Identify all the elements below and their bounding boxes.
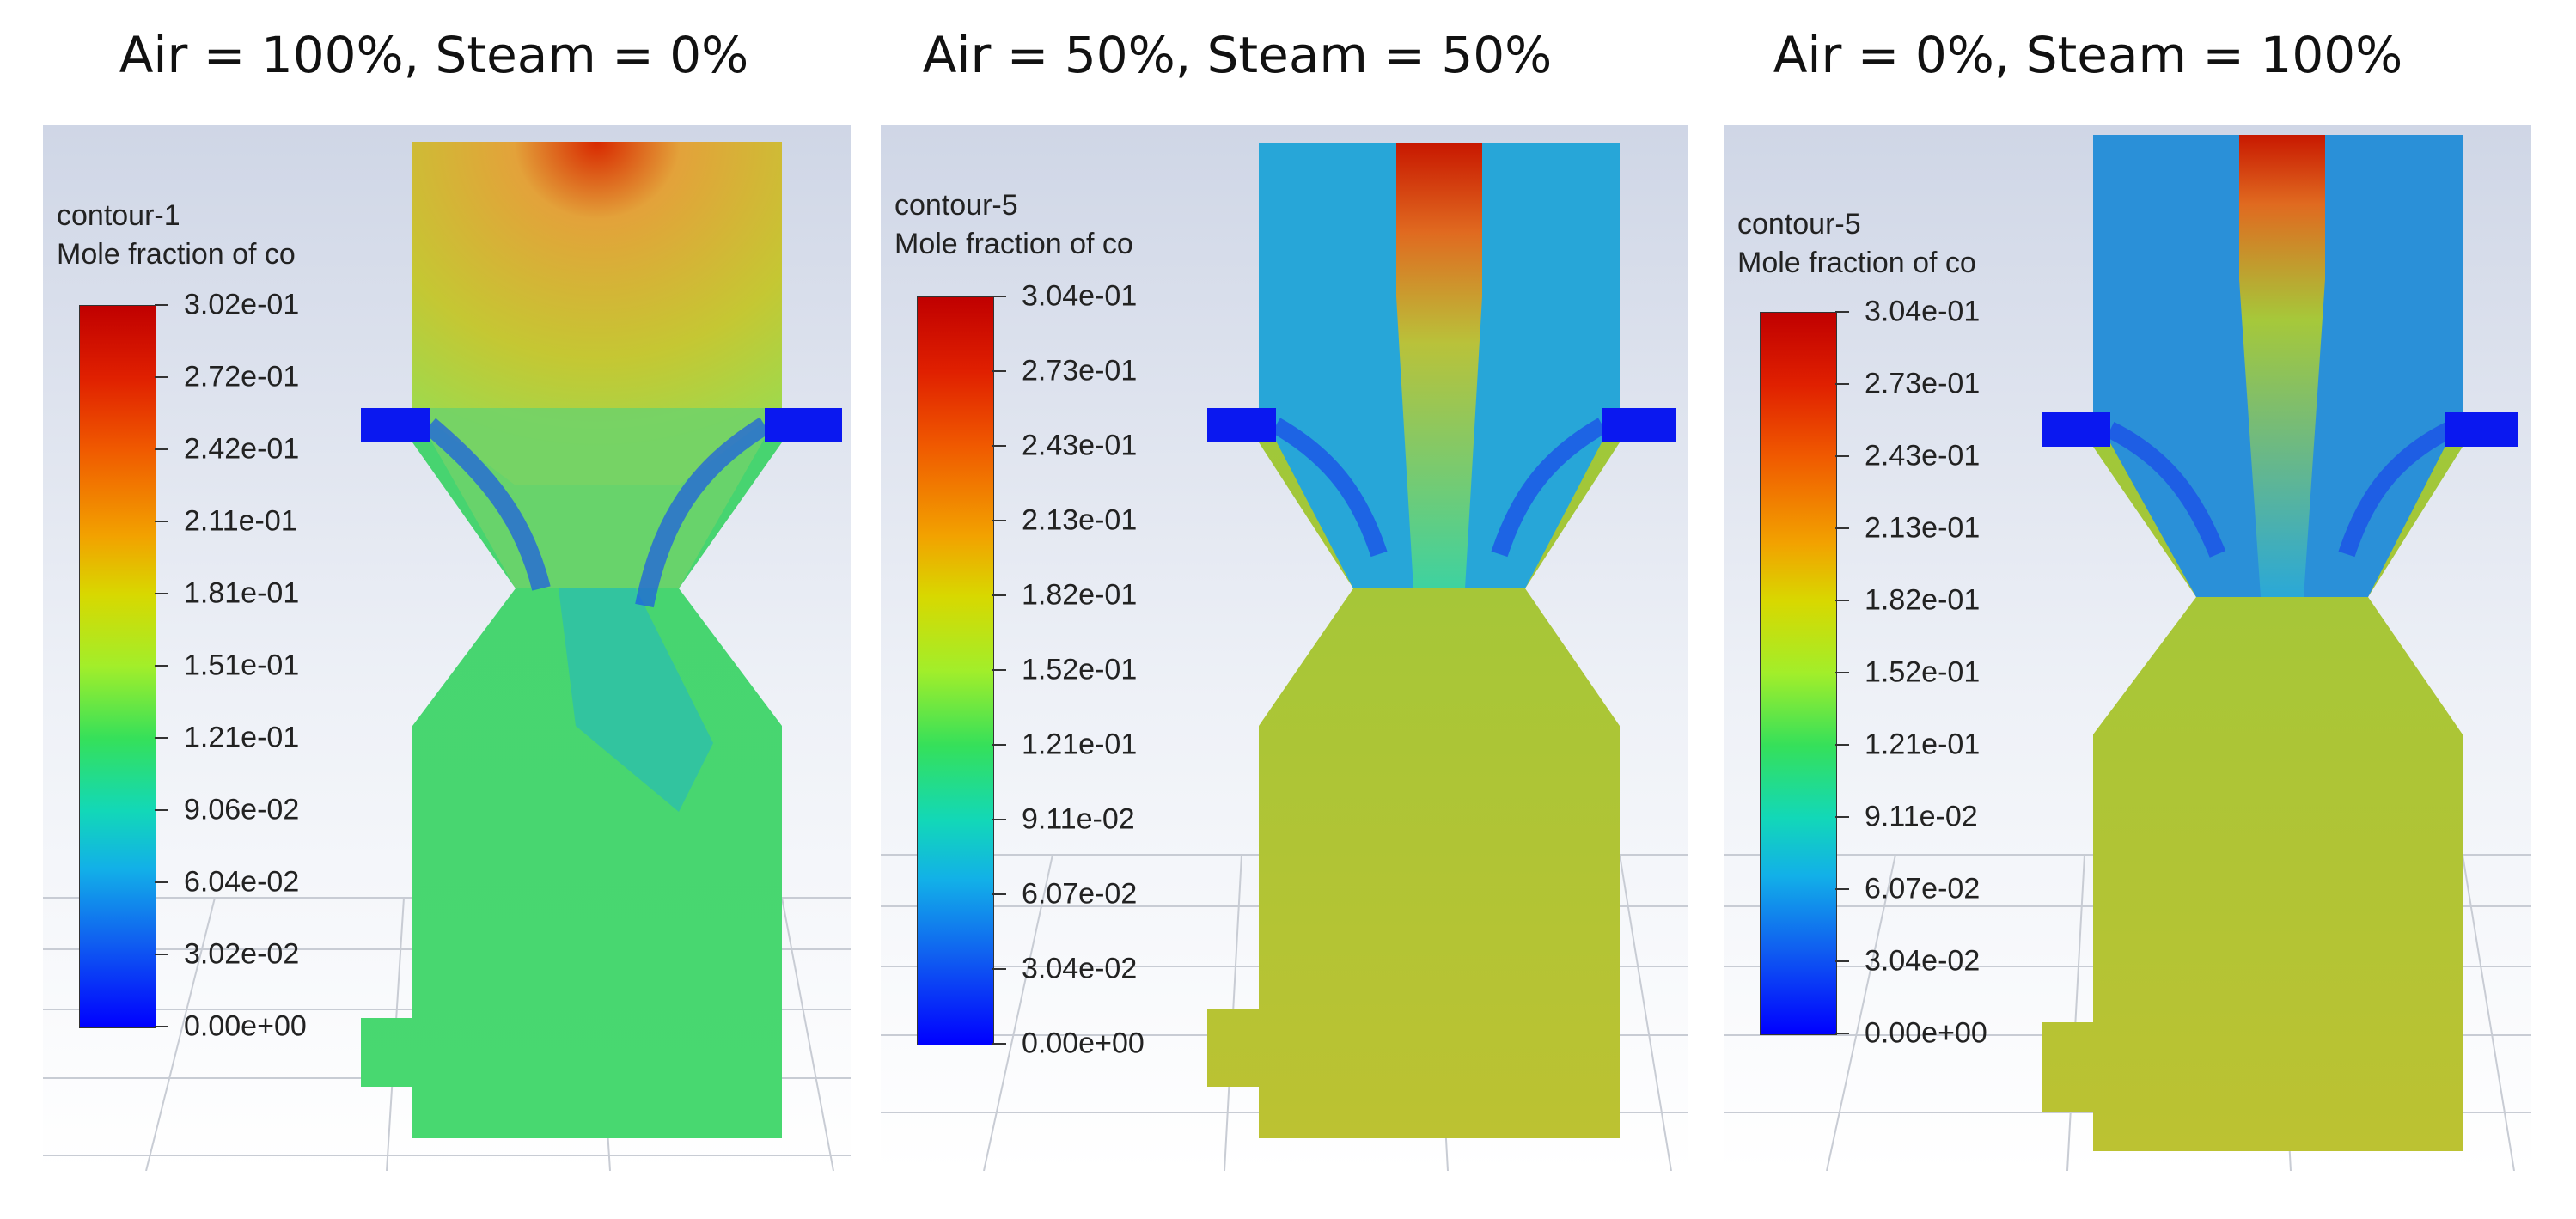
- colorbar-tick: [992, 520, 1006, 521]
- legend-name: contour-1: [57, 199, 180, 232]
- colorbar-tick-label: 1.82e-01: [1865, 583, 1981, 617]
- colorbar-tick-label: 2.43e-01: [1022, 429, 1138, 462]
- colorbar-tick: [992, 744, 1006, 746]
- panel-2-title: Air = 50%, Steam = 50%: [922, 26, 1553, 84]
- colorbar-tick: [155, 376, 168, 378]
- colorbar-tick: [992, 819, 1006, 820]
- contour-panel-2: contour-5 Mole fraction of co 3.04e-01 2.…: [881, 125, 1688, 1171]
- contour-scene-3: [1724, 125, 2531, 1171]
- colorbar-tick-label: 0.00e+00: [184, 1009, 307, 1043]
- colorbar-tick: [992, 445, 1006, 447]
- legend-quantity: Mole fraction of co: [1737, 247, 1976, 279]
- panel-3-title: Air = 0%, Steam = 100%: [1773, 26, 2403, 84]
- contour-panel-3: contour-5 Mole fraction of co 3.04e-01 2.…: [1724, 125, 2531, 1171]
- colorbar-tick: [992, 1043, 1006, 1045]
- colorbar-tick-label: 1.21e-01: [1022, 728, 1138, 761]
- colorbar-tick-label: 2.72e-01: [184, 360, 300, 393]
- colorbar: [1760, 312, 1837, 1035]
- colorbar-tick: [1835, 744, 1849, 746]
- colorbar-tick: [992, 669, 1006, 671]
- legend-name: contour-5: [894, 189, 1018, 222]
- colorbar-tick: [155, 881, 168, 883]
- colorbar-tick-label: 2.43e-01: [1865, 439, 1981, 472]
- legend-quantity: Mole fraction of co: [57, 238, 296, 271]
- colorbar-tick-label: 6.04e-02: [184, 865, 300, 899]
- colorbar-tick-label: 2.73e-01: [1865, 367, 1981, 400]
- colorbar-tick: [155, 1026, 168, 1027]
- colorbar-tick-label: 6.07e-02: [1022, 877, 1138, 911]
- legend-name: contour-5: [1737, 208, 1861, 241]
- colorbar-tick-label: 2.13e-01: [1022, 503, 1138, 537]
- colorbar: [917, 296, 994, 1045]
- colorbar-tick: [992, 893, 1006, 895]
- colorbar-tick-label: 2.42e-01: [184, 432, 300, 466]
- colorbar-tick: [155, 665, 168, 667]
- colorbar-tick-label: 1.51e-01: [184, 649, 300, 682]
- panel-1-title: Air = 100%, Steam = 0%: [119, 26, 749, 84]
- colorbar-tick: [1835, 383, 1849, 385]
- colorbar-tick: [1835, 455, 1849, 457]
- colorbar-tick-label: 3.04e-02: [1865, 944, 1981, 978]
- colorbar-tick: [155, 448, 168, 450]
- colorbar-tick-label: 2.13e-01: [1865, 511, 1981, 545]
- colorbar-tick-label: 3.04e-01: [1865, 295, 1981, 328]
- colorbar: [79, 305, 156, 1028]
- colorbar-tick-label: 9.11e-02: [1022, 802, 1135, 836]
- colorbar-tick: [1835, 960, 1849, 962]
- colorbar-tick-label: 9.06e-02: [184, 793, 300, 826]
- colorbar-tick-label: 3.04e-01: [1022, 279, 1138, 313]
- colorbar-tick: [155, 737, 168, 739]
- colorbar-tick-label: 3.02e-02: [184, 937, 300, 971]
- colorbar-tick-label: 1.52e-01: [1022, 653, 1138, 686]
- contour-panel-1: contour-1 Mole fraction of co 3.02e-01 2.…: [43, 125, 851, 1171]
- colorbar-tick: [155, 521, 168, 522]
- colorbar-tick: [992, 296, 1006, 297]
- colorbar-tick-label: 6.07e-02: [1865, 872, 1981, 905]
- colorbar-tick: [1835, 311, 1849, 313]
- colorbar-tick: [992, 370, 1006, 372]
- contour-scene-1: [43, 125, 851, 1171]
- colorbar-tick-label: 0.00e+00: [1865, 1016, 1987, 1050]
- colorbar-tick-label: 3.04e-02: [1022, 952, 1138, 985]
- colorbar-tick: [1835, 672, 1849, 673]
- colorbar-tick-label: 1.82e-01: [1022, 578, 1138, 612]
- colorbar-tick-label: 1.21e-01: [184, 721, 300, 754]
- colorbar-tick-label: 0.00e+00: [1022, 1027, 1145, 1060]
- contour-scene-2: [881, 125, 1688, 1171]
- colorbar-tick: [1835, 527, 1849, 529]
- colorbar-tick: [155, 954, 168, 955]
- colorbar-tick-label: 2.11e-01: [184, 504, 297, 538]
- colorbar-tick: [992, 968, 1006, 970]
- colorbar-tick-label: 9.11e-02: [1865, 800, 1978, 833]
- colorbar-tick: [155, 593, 168, 594]
- colorbar-tick: [155, 809, 168, 811]
- colorbar-tick-label: 2.73e-01: [1022, 354, 1138, 387]
- colorbar-tick-label: 3.02e-01: [184, 288, 300, 321]
- colorbar-tick: [1835, 600, 1849, 601]
- colorbar-tick-label: 1.81e-01: [184, 576, 300, 610]
- legend-quantity: Mole fraction of co: [894, 228, 1133, 260]
- colorbar-tick-label: 1.21e-01: [1865, 728, 1981, 761]
- colorbar-tick: [155, 304, 168, 306]
- colorbar-tick: [1835, 888, 1849, 890]
- colorbar-tick: [992, 594, 1006, 596]
- colorbar-tick: [1835, 816, 1849, 818]
- colorbar-tick: [1835, 1033, 1849, 1034]
- colorbar-tick-label: 1.52e-01: [1865, 655, 1981, 689]
